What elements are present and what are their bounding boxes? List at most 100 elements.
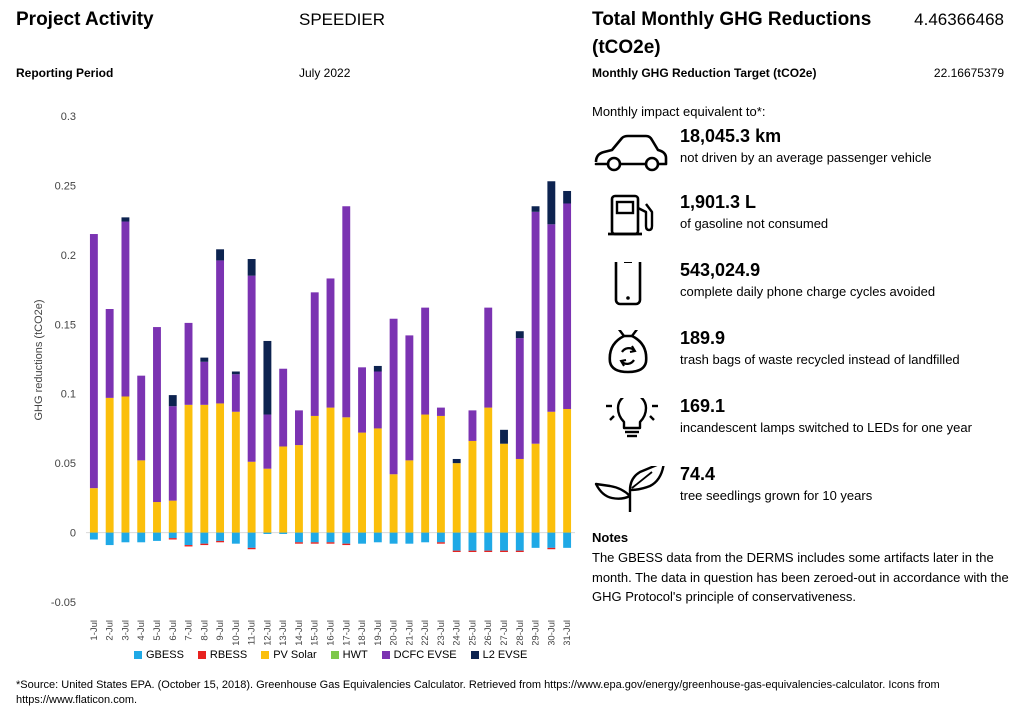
bar-segment-pv-solar bbox=[452, 463, 461, 533]
x-tick-label: 26-Jul bbox=[483, 620, 494, 645]
legend-label: RBESS bbox=[209, 649, 248, 661]
bar-segment-gbess bbox=[563, 532, 572, 548]
x-tick-label: 30-Jul bbox=[546, 620, 557, 645]
legend-label: HWT bbox=[342, 649, 368, 661]
total-reductions-label: Total Monthly GHG Reductions bbox=[592, 9, 872, 30]
bar-segment-gbess bbox=[153, 532, 161, 541]
bar-segment-l2-evse bbox=[231, 371, 240, 375]
notes-title: Notes bbox=[592, 530, 629, 545]
bar-segment-rbess bbox=[436, 542, 445, 544]
bar-segment-pv-solar bbox=[279, 446, 288, 533]
bar-segment-dcfc-evse bbox=[547, 224, 556, 412]
bar-segment-gbess bbox=[452, 532, 461, 551]
equivalent-trash-bags: 189.9 trash bags of waste recycled inste… bbox=[592, 328, 1012, 390]
bar-segment-pv-solar bbox=[531, 443, 540, 533]
y-tick-label: 0.25 bbox=[55, 180, 76, 192]
bar-segment-pv-solar bbox=[468, 440, 477, 533]
bar-segment-pv-solar bbox=[373, 428, 382, 533]
bar-segment-rbess bbox=[216, 540, 225, 543]
legend-swatch bbox=[330, 651, 339, 659]
project-activity-value: SPEEDIER bbox=[299, 10, 385, 29]
bar-segment-dcfc-evse bbox=[168, 406, 177, 501]
bar-segment-pv-solar bbox=[121, 396, 130, 533]
seedlings-value: 74.4 bbox=[680, 464, 716, 484]
x-tick-label: 29-Jul bbox=[531, 620, 542, 645]
bar-segment-pv-solar bbox=[184, 404, 193, 533]
phone-charges-value: 543,024.9 bbox=[680, 260, 761, 280]
bar-segment-pv-solar bbox=[231, 411, 240, 533]
y-axis-label: GHG reductions (tCO2e) bbox=[33, 299, 45, 420]
bar-segment-gbess bbox=[121, 532, 130, 543]
bar-segment-gbess bbox=[515, 532, 524, 551]
bar-segment-dcfc-evse bbox=[326, 278, 335, 408]
bar-segment-dcfc-evse bbox=[342, 206, 351, 418]
y-tick-label: 0.1 bbox=[61, 389, 76, 401]
bar-segment-dcfc-evse bbox=[563, 203, 572, 409]
total-reductions-unit: (tCO2e) bbox=[592, 37, 661, 58]
legend-label: PV Solar bbox=[273, 649, 317, 661]
bar-segment-gbess bbox=[216, 532, 225, 541]
x-tick-label: 21-Jul bbox=[404, 620, 415, 645]
y-tick-label: 0.05 bbox=[55, 458, 76, 470]
legend-item: PV Solar bbox=[261, 649, 317, 661]
y-tick-label: 0.3 bbox=[61, 111, 76, 123]
project-activity-label: Project Activity bbox=[16, 9, 154, 30]
bar-segment-dcfc-evse bbox=[89, 234, 98, 489]
bar-segment-pv-solar bbox=[421, 414, 430, 533]
bar-segment-gbess bbox=[326, 532, 335, 543]
bar-segment-dcfc-evse bbox=[373, 371, 382, 429]
bar-segment-pv-solar bbox=[326, 407, 335, 533]
bar-segment-rbess bbox=[342, 543, 351, 546]
lamps-desc: incandescent lamps switched to LEDs for … bbox=[680, 420, 972, 435]
legend-item: DCFC EVSE bbox=[381, 649, 457, 661]
equivalent-car: 18,045.3 km not driven by an average pas… bbox=[592, 126, 1012, 188]
bar-segment-gbess bbox=[200, 532, 209, 544]
bar-segment-pv-solar bbox=[89, 488, 98, 533]
trash-bags-desc: trash bags of waste recycled instead of … bbox=[680, 352, 960, 367]
legend-swatch bbox=[197, 651, 206, 659]
notes-body: The GBESS data from the DERMS includes s… bbox=[592, 550, 1009, 604]
car-km-value: 18,045.3 km bbox=[680, 126, 782, 146]
fuel-pump-icon bbox=[608, 194, 654, 236]
equivalent-phone: 543,024.9 complete daily phone charge cy… bbox=[592, 260, 1012, 322]
gasoline-desc: of gasoline not consumed bbox=[680, 216, 829, 231]
bar-segment-pv-solar bbox=[216, 403, 225, 533]
phone-charges-desc: complete daily phone charge cycles avoid… bbox=[680, 284, 936, 299]
bar-segment-gbess bbox=[89, 532, 98, 540]
bar-segment-l2-evse bbox=[547, 181, 556, 225]
bar-segment-dcfc-evse bbox=[231, 374, 240, 412]
seedling-icon bbox=[594, 466, 665, 512]
bar-segment-dcfc-evse bbox=[137, 375, 146, 461]
bar-segment-l2-evse bbox=[500, 429, 508, 444]
bar-segment-dcfc-evse bbox=[105, 309, 114, 398]
bar-segment-pv-solar bbox=[310, 415, 319, 533]
bar-segment-pv-solar bbox=[436, 415, 445, 533]
equivalent-seedlings: 74.4 tree seedlings grown for 10 years bbox=[592, 464, 1012, 526]
bar-segment-pv-solar bbox=[358, 432, 366, 533]
bar-segment-pv-solar bbox=[500, 443, 508, 533]
x-tick-label: 27-Jul bbox=[499, 620, 510, 645]
bar-segment-dcfc-evse bbox=[468, 410, 477, 441]
bar-segment-dcfc-evse bbox=[358, 367, 366, 433]
x-tick-label: 31-Jul bbox=[562, 620, 573, 645]
y-tick-label: 0.2 bbox=[61, 250, 76, 262]
bar-segment-pv-solar bbox=[547, 411, 556, 533]
bar-segment-dcfc-evse bbox=[247, 275, 256, 462]
bar-segment-l2-evse bbox=[200, 357, 209, 362]
bar-segment-rbess bbox=[484, 550, 493, 553]
x-tick-label: 8-Jul bbox=[199, 620, 210, 641]
bar-segment-rbess bbox=[247, 547, 256, 550]
x-tick-label: 11-Jul bbox=[247, 620, 258, 645]
bar-segment-dcfc-evse bbox=[153, 327, 161, 503]
bar-segment-rbess bbox=[310, 542, 319, 544]
y-tick-label: 0 bbox=[70, 528, 76, 540]
bar-segment-gbess bbox=[295, 532, 303, 543]
car-icon bbox=[594, 134, 668, 172]
bar-segment-pv-solar bbox=[295, 445, 303, 533]
x-tick-label: 24-Jul bbox=[452, 620, 463, 645]
x-tick-label: 12-Jul bbox=[262, 620, 273, 645]
bar-segment-dcfc-evse bbox=[121, 221, 130, 397]
bar-segment-pv-solar bbox=[137, 460, 146, 533]
bar-segment-pv-solar bbox=[153, 502, 161, 533]
legend-label: L2 EVSE bbox=[482, 649, 528, 661]
